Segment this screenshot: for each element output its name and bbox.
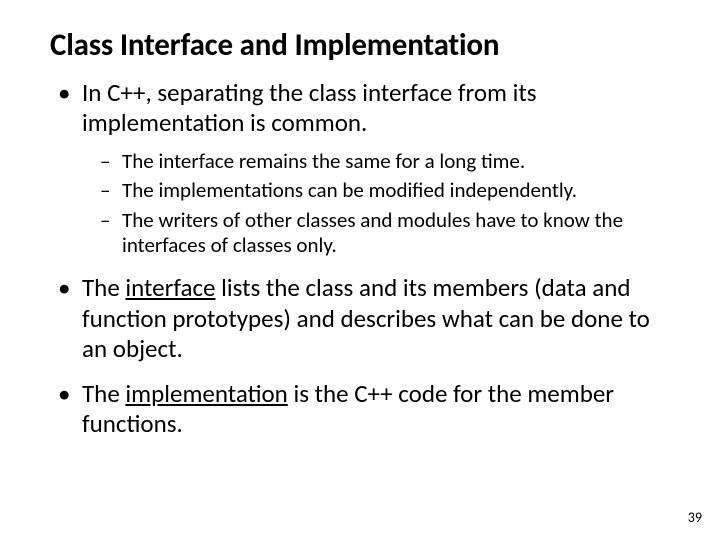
sub-bullet-1: The interface remains the same for a lon…	[100, 149, 666, 175]
bullet-2-underline: interface	[125, 272, 215, 303]
slide-title: Class Interface and Implementation	[50, 28, 670, 64]
bullet-list: In C++, separating the class interface f…	[50, 78, 670, 440]
bullet-2-pre: The	[82, 272, 125, 303]
page-number: 39	[688, 509, 702, 526]
bullet-1: In C++, separating the class interface f…	[58, 78, 666, 259]
bullet-2: The interface lists the class and its me…	[58, 273, 666, 365]
bullet-3-underline: implementation	[125, 378, 287, 409]
sub-bullet-list: The interface remains the same for a lon…	[82, 149, 666, 259]
bullet-1-text: In C++, separating the class interface f…	[82, 77, 537, 139]
sub-bullet-3: The writers of other classes and modules…	[100, 208, 666, 259]
sub-bullet-2: The implementations can be modified inde…	[100, 178, 666, 204]
slide: Class Interface and Implementation In C+…	[0, 0, 720, 540]
bullet-3-pre: The	[82, 378, 125, 409]
bullet-3: The implementation is the C++ code for t…	[58, 379, 666, 440]
